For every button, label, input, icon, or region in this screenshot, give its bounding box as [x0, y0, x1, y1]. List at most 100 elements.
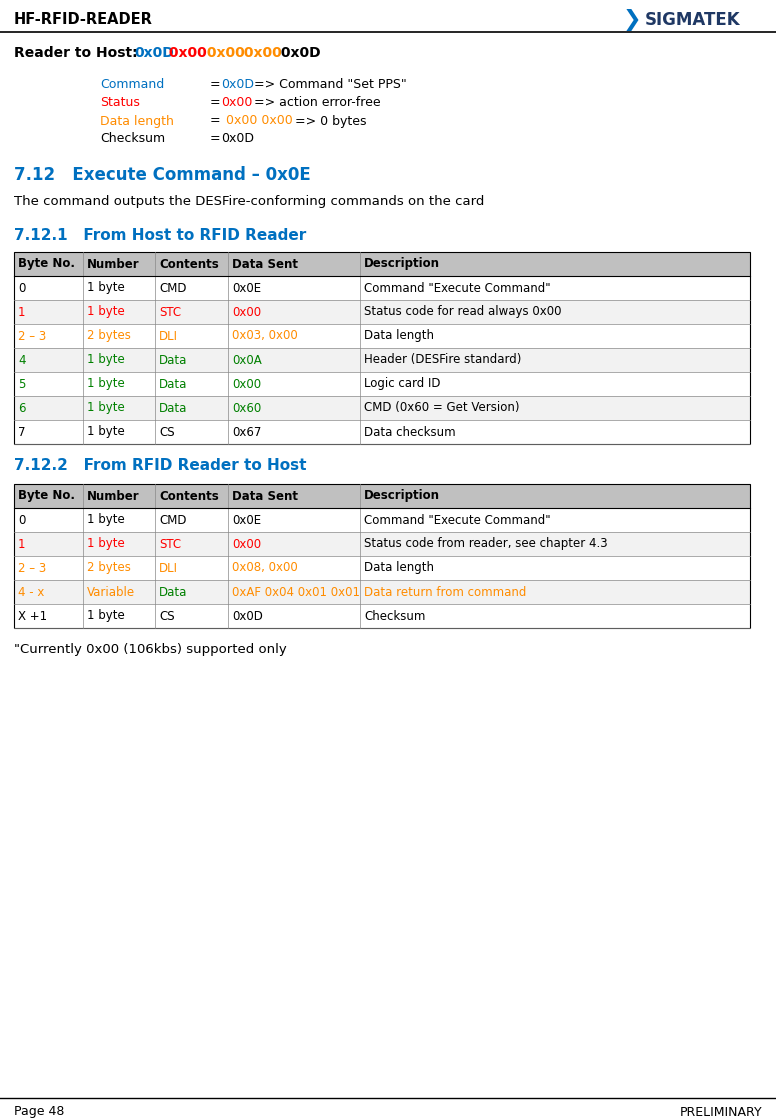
Text: 1 byte: 1 byte	[87, 609, 125, 623]
Text: 7.12.1   From Host to RFID Reader: 7.12.1 From Host to RFID Reader	[14, 227, 307, 243]
Text: =: =	[210, 96, 224, 110]
Text: CMD (0x60 = Get Version): CMD (0x60 = Get Version)	[364, 401, 519, 414]
Text: X +1: X +1	[18, 609, 47, 623]
Text: 0x0D: 0x0D	[221, 132, 254, 146]
Text: Data checksum: Data checksum	[364, 426, 456, 439]
Bar	[14, 420, 750, 444]
Text: Data length: Data length	[364, 561, 434, 575]
Text: 0x03, 0x00: 0x03, 0x00	[232, 329, 298, 343]
Bar	[14, 372, 750, 396]
Text: ❯: ❯	[623, 9, 642, 31]
Text: 5: 5	[18, 377, 26, 391]
Text: Command "Execute Command": Command "Execute Command"	[364, 281, 551, 295]
Text: Data: Data	[159, 377, 187, 391]
Text: Data: Data	[159, 354, 187, 366]
Text: 0x0E: 0x0E	[232, 281, 262, 295]
Text: Contents: Contents	[159, 258, 219, 271]
Text: SIGMATEK: SIGMATEK	[645, 11, 740, 29]
Text: 0x0E: 0x0E	[232, 513, 262, 526]
Text: 0x00: 0x00	[239, 46, 282, 60]
Text: 1 byte: 1 byte	[87, 513, 125, 526]
Text: 1 byte: 1 byte	[87, 354, 125, 366]
Text: => action error-free: => action error-free	[250, 96, 380, 110]
Text: 1 byte: 1 byte	[87, 538, 125, 551]
Text: HF-RFID-READER: HF-RFID-READER	[14, 12, 153, 28]
Bar	[14, 556, 750, 580]
Text: 2 bytes: 2 bytes	[87, 329, 131, 343]
Text: Command: Command	[100, 78, 165, 92]
Text: 4: 4	[18, 354, 26, 366]
Text: Data length: Data length	[100, 114, 174, 128]
Text: Data Sent: Data Sent	[232, 258, 298, 271]
Text: 1 byte: 1 byte	[87, 281, 125, 295]
Bar	[14, 300, 750, 324]
Text: Checksum: Checksum	[364, 609, 425, 623]
Bar	[14, 276, 750, 300]
Text: The command outputs the DESFire-conforming commands on the card: The command outputs the DESFire-conformi…	[14, 196, 484, 208]
Text: Description: Description	[364, 258, 440, 271]
Text: 0x60: 0x60	[232, 401, 262, 414]
Text: Data Sent: Data Sent	[232, 489, 298, 503]
Bar	[14, 532, 750, 556]
Text: 2 – 3: 2 – 3	[18, 561, 47, 575]
Text: Number: Number	[87, 258, 140, 271]
Text: Reader to Host:: Reader to Host:	[14, 46, 143, 60]
Text: STC: STC	[159, 306, 181, 318]
Text: 7.12   Execute Command – 0x0E: 7.12 Execute Command – 0x0E	[14, 166, 310, 184]
Text: Status code from reader, see chapter 4.3: Status code from reader, see chapter 4.3	[364, 538, 608, 551]
Text: 1 byte: 1 byte	[87, 401, 125, 414]
Bar	[14, 604, 750, 628]
Text: Logic card ID: Logic card ID	[364, 377, 441, 391]
Text: 0x0D: 0x0D	[134, 46, 174, 60]
Text: 0x0A: 0x0A	[232, 354, 262, 366]
Text: 0x00: 0x00	[232, 377, 262, 391]
Text: STC: STC	[159, 538, 181, 551]
Text: 0x00: 0x00	[202, 46, 244, 60]
Text: Command "Execute Command": Command "Execute Command"	[364, 513, 551, 526]
Text: 1 byte: 1 byte	[87, 426, 125, 439]
Bar	[14, 252, 750, 444]
Text: 0x08, 0x00: 0x08, 0x00	[232, 561, 298, 575]
Text: 4 - x: 4 - x	[18, 586, 44, 598]
Text: 0: 0	[18, 513, 26, 526]
Text: 0x00: 0x00	[232, 306, 262, 318]
Text: 1 byte: 1 byte	[87, 377, 125, 391]
Bar	[14, 396, 750, 420]
Bar	[14, 252, 750, 276]
Text: 0x00: 0x00	[164, 46, 206, 60]
Text: 0x00: 0x00	[232, 538, 262, 551]
Text: 0x0D: 0x0D	[221, 78, 254, 92]
Text: Number: Number	[87, 489, 140, 503]
Text: 0x00 0x00: 0x00 0x00	[227, 114, 293, 128]
Text: Data: Data	[159, 586, 187, 598]
Text: => Command "Set PPS": => Command "Set PPS"	[250, 78, 407, 92]
Text: 0: 0	[18, 281, 26, 295]
Text: CS: CS	[159, 426, 175, 439]
Text: Byte No.: Byte No.	[18, 489, 75, 503]
Text: Page 48: Page 48	[14, 1105, 64, 1119]
Text: Byte No.: Byte No.	[18, 258, 75, 271]
Text: 1: 1	[18, 306, 26, 318]
Text: CS: CS	[159, 609, 175, 623]
Text: Header (DESFire standard): Header (DESFire standard)	[364, 354, 521, 366]
Text: Contents: Contents	[159, 489, 219, 503]
Text: CMD: CMD	[159, 281, 186, 295]
Text: 0xAF 0x04 0x01 0x01: 0xAF 0x04 0x01 0x01	[232, 586, 360, 598]
Bar	[14, 324, 750, 348]
Text: 0x67: 0x67	[232, 426, 262, 439]
Text: 0x00: 0x00	[221, 96, 252, 110]
Text: DLI: DLI	[159, 561, 178, 575]
Text: CMD: CMD	[159, 513, 186, 526]
Text: =: =	[210, 78, 224, 92]
Text: Checksum: Checksum	[100, 132, 165, 146]
Text: 0x0D: 0x0D	[232, 609, 263, 623]
Text: 2 bytes: 2 bytes	[87, 561, 131, 575]
Text: Variable: Variable	[87, 586, 135, 598]
Text: Status: Status	[100, 96, 140, 110]
Bar	[14, 484, 750, 508]
Text: =: =	[210, 132, 224, 146]
Text: Data length: Data length	[364, 329, 434, 343]
Text: 6: 6	[18, 401, 26, 414]
Text: DLI: DLI	[159, 329, 178, 343]
Text: 1: 1	[18, 538, 26, 551]
